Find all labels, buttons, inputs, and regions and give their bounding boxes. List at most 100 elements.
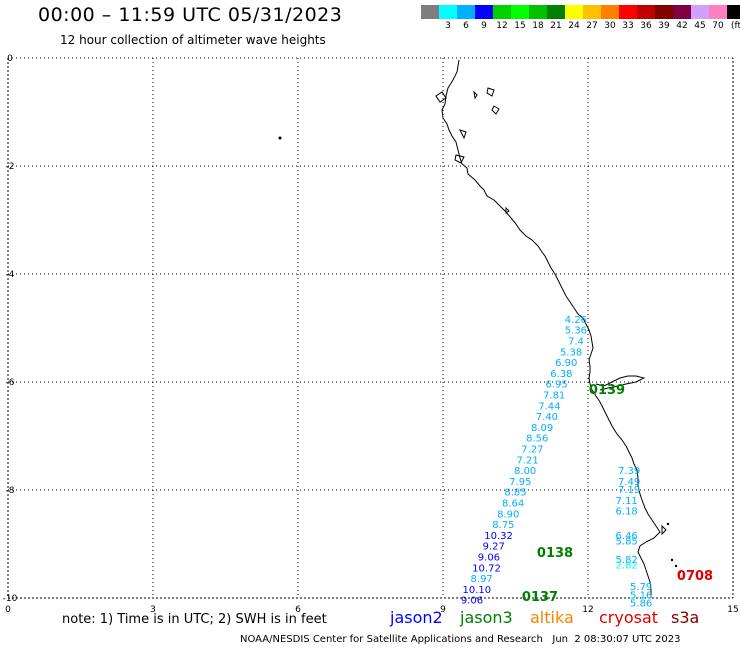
- lat-tick-label: -10: [3, 594, 18, 604]
- colorbar-label: 42: [676, 21, 688, 31]
- swh-value-label: 6.38: [550, 369, 572, 380]
- colorbar-swatch: [727, 5, 740, 19]
- colorbar-swatch: [709, 5, 727, 19]
- swh-value-label: 7.49: [618, 477, 640, 488]
- swh-value-label: 7.4: [568, 337, 584, 348]
- coastline-islands: [435, 87, 667, 536]
- map-frame: [7, 57, 734, 599]
- colorbar-label: 30: [604, 21, 616, 31]
- swh-value-label: 8.75: [492, 520, 514, 531]
- island-dot: [674, 564, 678, 568]
- swh-value-label: 10.32: [484, 531, 513, 542]
- legend-s3a: s3a: [671, 608, 700, 627]
- island-dot: [278, 136, 282, 140]
- swh-value-label: 6.95: [545, 380, 567, 391]
- colorbar-swatch: [511, 5, 529, 19]
- colorbar-swatch: [421, 5, 439, 19]
- swh-value-label: 9.27: [483, 542, 505, 553]
- colorbar-label: 12: [496, 21, 508, 31]
- colorbar-label: 39: [658, 21, 670, 31]
- swh-value-label: 9.06: [461, 596, 483, 607]
- swh-value-label: 8.56: [526, 434, 548, 445]
- colorbar-swatch: [457, 5, 475, 19]
- swh-value-label: 10.72: [472, 563, 501, 574]
- lon-tick-label: 9: [440, 605, 446, 615]
- colorbar-swatch: [583, 5, 601, 19]
- lat-tick-label: -6: [6, 378, 15, 388]
- lat-tick-label: -2: [6, 162, 15, 172]
- colorbar-label: 70: [712, 21, 724, 31]
- swh-value-label: 8.64: [502, 499, 524, 510]
- swh-track-a: 4.265.367.45.386.906.386.957.817.447.408…: [461, 315, 587, 607]
- legend-cryosat: cryosat: [599, 608, 659, 627]
- legend-altika: altika: [530, 608, 574, 627]
- lon-tick-label: 12: [582, 605, 593, 615]
- island-dot: [670, 558, 674, 562]
- swh-value-label: 10.10: [463, 585, 492, 596]
- swh-value-label: 5.85: [616, 536, 638, 547]
- colorbar-label: 24: [568, 21, 580, 31]
- colorbar-label: 18: [532, 21, 544, 31]
- colorbar-label: 9: [481, 21, 487, 31]
- pass-labels: 0139 0138 0137 0708: [522, 383, 713, 605]
- pass-time-label: 0139: [589, 383, 625, 398]
- lon-tick-label: 6: [295, 605, 301, 615]
- map-tick-labels: 0 3 6 9 12 15 0 -2 -4 -6 -8 -10: [3, 54, 739, 615]
- lon-tick-label: 3: [150, 605, 156, 615]
- colorbar-swatch: [565, 5, 583, 19]
- coastline-main: [441, 59, 661, 598]
- colorbar-swatch: [637, 5, 655, 19]
- swh-value-label: 4.26: [565, 315, 587, 326]
- chart-title: 00:00 – 11:59 UTC 05/31/2023: [38, 4, 343, 26]
- pass-time-label: 0708: [677, 569, 713, 584]
- island-dot: [666, 522, 670, 526]
- swh-value-label: 5.36: [565, 326, 587, 337]
- lat-tick-label: -8: [6, 486, 15, 496]
- colorbar-label: 33: [622, 21, 634, 31]
- colorbar-unit: (ft): [731, 21, 740, 31]
- swh-value-label: 5.38: [560, 347, 582, 358]
- colorbar-label: 3: [445, 21, 451, 31]
- island-dot: [678, 570, 682, 574]
- swh-value-label: 6.18: [616, 507, 638, 518]
- coastline-river-estuary: [595, 375, 646, 391]
- colorbar-swatch: [655, 5, 673, 19]
- colorbar-label: 45: [694, 21, 706, 31]
- colorbar-label: 27: [586, 21, 598, 31]
- colorbar-swatch: [529, 5, 547, 19]
- legend-jason3: jason3: [460, 608, 513, 627]
- pass-time-label: 0138: [537, 546, 573, 561]
- swh-value-label: 6.46: [616, 531, 638, 542]
- swh-value-label: 7.95: [509, 477, 531, 488]
- chart-subtitle: 12 hour collection of altimeter wave hei…: [60, 33, 326, 47]
- swh-value-label: 7.11: [616, 496, 638, 507]
- colorbar-label: 15: [514, 21, 526, 31]
- swh-value-label: 7.21: [516, 455, 538, 466]
- colorbar-label: 21: [550, 21, 562, 31]
- pass-time-label: 0137: [522, 590, 558, 605]
- units-note: note: 1) Time is in UTC; 2) SWH is in fe…: [62, 612, 327, 627]
- swh-value-label: 8.97: [471, 574, 493, 585]
- swh-value-label: 7.19: [618, 485, 640, 496]
- swh-track-b: 7.397.497.197.116.18 6.465.85 5.822.82 5.79…: [616, 466, 653, 609]
- swh-value-label: 5.86: [630, 598, 652, 609]
- colorbar-swatch: [547, 5, 565, 19]
- lat-tick-label: 0: [7, 54, 13, 64]
- map-gridlines: [7, 57, 734, 599]
- swh-value-label: 8.90: [497, 509, 519, 520]
- credit-footer: NOAA/NESDIS Center for Satellite Applica…: [240, 634, 681, 645]
- colorbar-swatch: [619, 5, 637, 19]
- lon-tick-label: 0: [5, 605, 11, 615]
- swh-value-label: 7.27: [521, 445, 543, 456]
- swh-value-label: 7.40: [536, 412, 558, 423]
- lon-tick-label: 15: [727, 605, 738, 615]
- coastline: [278, 59, 682, 598]
- swh-value-label: 5.82: [616, 555, 638, 566]
- colorbar-swatch: [673, 5, 691, 19]
- colorbar-swatch: [601, 5, 619, 19]
- colorbar-swatch: [493, 5, 511, 19]
- legend-jason2: jason2: [390, 608, 443, 627]
- colorbar-label: 36: [640, 21, 652, 31]
- colorbar-swatch: [691, 5, 709, 19]
